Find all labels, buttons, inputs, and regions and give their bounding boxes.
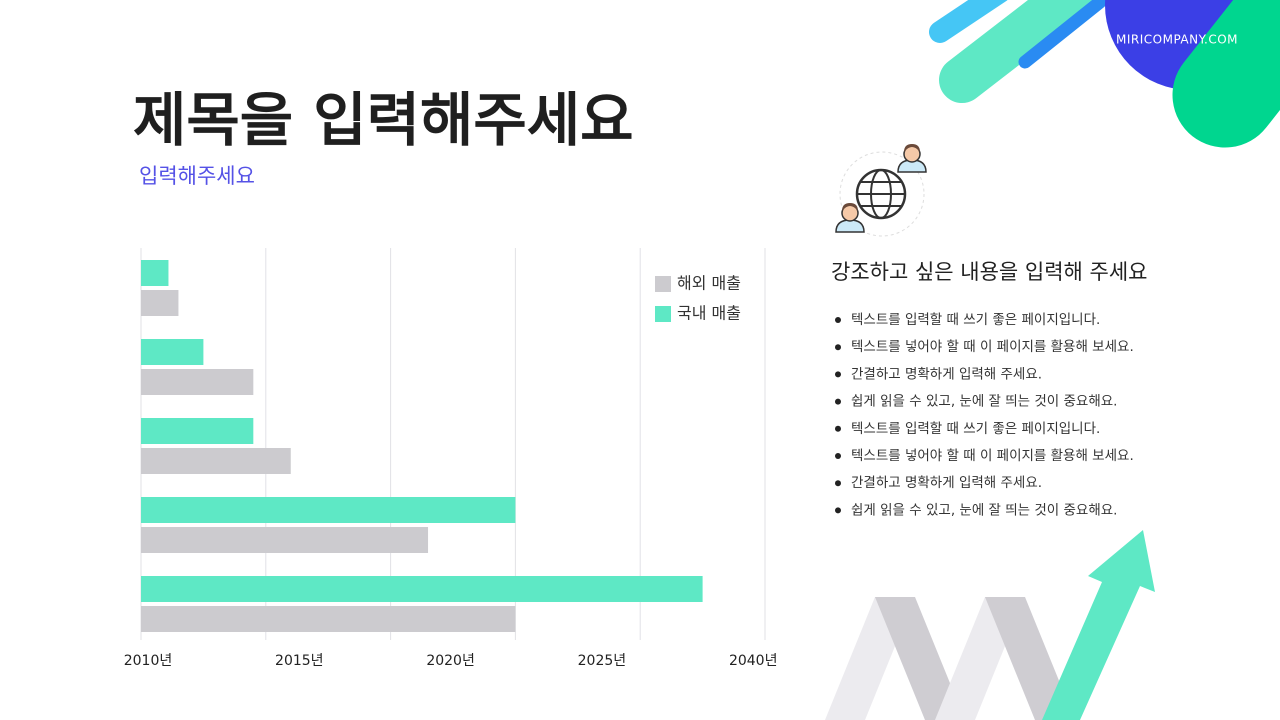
bullet-dot — [835, 453, 841, 459]
bullet-dot — [835, 480, 841, 487]
deco-stripe — [1018, 0, 1107, 69]
bar — [141, 497, 516, 523]
bar — [141, 606, 516, 632]
bullet-text: 쉽게 읽을 수 있고, 눈에 잘 띄는 것이 중요해요. — [851, 502, 1117, 518]
bullet-text: 텍스트를 넣어야 할 때 이 페이지를 활용해 보세요. — [851, 339, 1134, 355]
x-tick-label: 2025년 — [578, 653, 627, 669]
title: 제목을 입력해주세요 — [133, 86, 633, 154]
bar — [141, 369, 254, 395]
bullet-text: 쉽게 읽을 수 있고, 눈에 잘 띄는 것이 중요해요. — [851, 394, 1117, 410]
bullet-text: 텍스트를 넣어야 할 때 이 페이지를 활용해 보세요. — [851, 448, 1134, 464]
bullet-dot — [835, 507, 841, 514]
subtitle: 입력해주세요 — [139, 164, 255, 188]
bullet-text: 간결하고 명확하게 입력해 주세요. — [851, 366, 1042, 382]
deco-stripe — [939, 0, 1103, 103]
x-tick-label: 2015년 — [275, 653, 324, 669]
bullet-dot — [835, 317, 841, 323]
legend-swatch — [655, 306, 671, 322]
bar — [141, 576, 703, 602]
bullet-dot — [835, 398, 841, 405]
bar — [141, 527, 429, 553]
legend-label: 국내 매출 — [677, 304, 741, 323]
legend-label: 해외 매출 — [677, 274, 741, 293]
deco-blob — [1172, 0, 1280, 148]
bullet-dot — [835, 425, 841, 432]
x-tick-label: 2010년 — [124, 653, 173, 669]
x-tick-label: 2040년 — [729, 653, 778, 669]
bar — [141, 260, 169, 286]
legend-swatch — [655, 276, 671, 292]
bullet-dot — [835, 371, 841, 378]
x-tick-label: 2020년 — [426, 653, 475, 669]
deco-stripe — [929, 0, 1008, 43]
bar — [141, 339, 204, 365]
deco-shape — [875, 597, 965, 720]
bar — [141, 448, 291, 474]
bullet-dot — [835, 344, 841, 351]
bullet-text: 간결하고 명확하게 입력해 주세요. — [851, 475, 1042, 491]
globe-icon — [835, 144, 927, 237]
deco-arrow — [1042, 530, 1155, 720]
bar — [141, 290, 179, 316]
deco-shape — [985, 597, 1075, 720]
bar — [141, 418, 254, 444]
bullet-text: 텍스트를 입력할 때 쓰기 좋은 페이지입니다. — [851, 421, 1100, 437]
brand: MIRICOMPANY.COM — [1116, 33, 1238, 47]
bullet-text: 텍스트를 입력할 때 쓰기 좋은 페이지입니다. — [851, 312, 1100, 328]
panel-heading: 강조하고 싶은 내용을 입력해 주세요 — [831, 260, 1148, 284]
